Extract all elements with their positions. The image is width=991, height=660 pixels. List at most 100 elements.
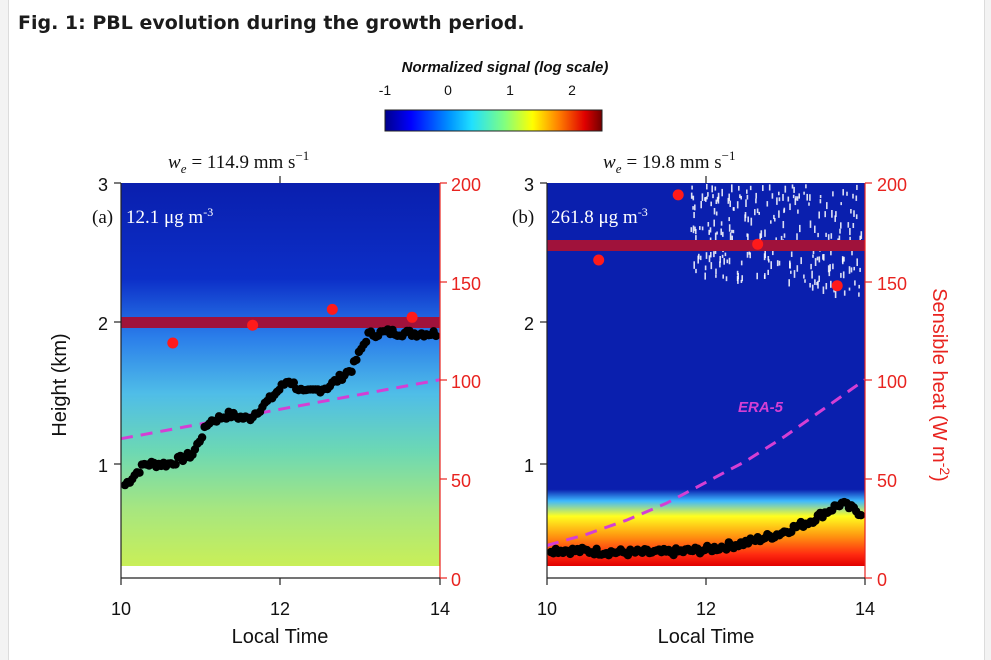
- cloud-speck: [782, 221, 785, 229]
- cloud-speck: [812, 249, 815, 255]
- y2-tick-a: 100: [451, 372, 481, 392]
- x-label-b: Local Time: [658, 626, 755, 648]
- cloud-speck: [701, 226, 704, 231]
- cloud-speck: [849, 228, 851, 236]
- cloud-speck: [698, 253, 700, 260]
- cloud-speck: [695, 235, 697, 242]
- cloud-speck: [716, 231, 718, 235]
- cloud-speck: [840, 222, 842, 229]
- cloud-speck: [811, 270, 813, 279]
- x-label-a: Local Time: [232, 626, 329, 648]
- cloud-speck: [858, 292, 860, 297]
- cloud-speck: [715, 199, 718, 204]
- cloud-speck: [827, 265, 830, 273]
- cloud-speck: [797, 209, 799, 214]
- cloud-speck: [830, 280, 832, 288]
- cloud-speck: [809, 220, 812, 228]
- cloud-speck: [714, 186, 717, 191]
- cloud-speck: [740, 195, 742, 200]
- cloud-speck: [694, 226, 696, 232]
- cloud-speck: [794, 198, 797, 206]
- cloud-speck: [741, 275, 743, 282]
- cloud-speck: [859, 267, 861, 272]
- cloud-speck: [692, 195, 695, 201]
- cloud-speck: [809, 194, 811, 201]
- heatmap-a: [121, 183, 440, 566]
- cloud-speck: [843, 290, 846, 296]
- cloud-speck: [789, 262, 791, 269]
- cloud-speck: [701, 193, 704, 202]
- cloud-speck: [855, 195, 858, 201]
- cloud-speck: [699, 226, 701, 230]
- ticks-a: [114, 176, 441, 585]
- cloud-speck: [720, 221, 723, 226]
- cloud-speck: [691, 185, 693, 190]
- cloud-speck: [842, 271, 845, 279]
- cloud-speck: [711, 185, 713, 193]
- cloud-speck: [831, 210, 833, 218]
- cloud-speck: [818, 211, 820, 219]
- y-tick-b: 2: [524, 314, 534, 334]
- cloud-speck: [764, 229, 766, 237]
- era5-label: ERA-5: [738, 399, 784, 416]
- cloud-speck: [778, 197, 781, 202]
- cloud-speck: [747, 216, 749, 223]
- cloud-speck: [856, 258, 858, 267]
- cloud-speck: [704, 265, 707, 271]
- cloud-speck: [850, 209, 852, 214]
- cloud-speck: [816, 282, 818, 286]
- cloud-speck: [690, 227, 693, 233]
- y-tick-a: 2: [98, 314, 108, 334]
- cloud-speck: [783, 209, 785, 214]
- cloud-speck: [800, 257, 802, 265]
- cloud-speck: [746, 194, 749, 200]
- cloud-speck: [756, 208, 759, 214]
- cloud-speck: [832, 263, 834, 270]
- cloud-speck: [731, 184, 733, 193]
- cloud-speck: [768, 259, 770, 263]
- cloud-speck: [722, 274, 724, 279]
- cloud-speck: [721, 188, 723, 197]
- cloud-speck: [725, 276, 728, 282]
- cloud-speck: [700, 201, 702, 209]
- y2-axis-label: Sensible heat (W m-2): [928, 288, 953, 482]
- cloud-speck: [708, 255, 711, 263]
- colorbar-title: Normalized signal (log scale): [402, 59, 609, 76]
- cloud-speck: [776, 260, 779, 267]
- cloud-speck: [749, 252, 751, 259]
- cloud-speck: [858, 284, 860, 289]
- cloud-speck: [713, 208, 716, 215]
- cloud-speck: [732, 229, 735, 234]
- cloud-speck: [763, 275, 766, 279]
- cloud-speck: [842, 189, 844, 196]
- cloud-speck: [828, 270, 831, 277]
- y2-tick-b: 50: [877, 471, 897, 491]
- cloud-speck: [763, 253, 766, 261]
- cloud-speck: [793, 270, 796, 278]
- cloud-speck: [727, 197, 730, 204]
- panel-label-b: (b): [512, 207, 534, 228]
- cloud-speck: [817, 232, 819, 238]
- cloud-speck: [746, 251, 749, 258]
- cloud-speck: [830, 233, 833, 239]
- cloud-speck: [788, 279, 790, 287]
- sensible-heat-point: [593, 254, 605, 266]
- cloud-speck: [846, 191, 848, 196]
- x-tick-b: 14: [855, 599, 875, 619]
- cloud-speck: [728, 224, 731, 232]
- y-tick-a: 3: [98, 175, 108, 195]
- cloud-speck: [768, 184, 771, 191]
- cloud-speck: [705, 197, 707, 202]
- cloud-speck: [695, 268, 697, 274]
- cloud-speck: [796, 196, 799, 201]
- panel-b: 3 2 1 200 150 100 50 0 10 12 14 Local Ti…: [512, 148, 907, 648]
- x-tick-b: 12: [696, 599, 716, 619]
- cloud-speck: [693, 212, 695, 219]
- cloud-speck: [750, 217, 753, 226]
- cloud-speck: [830, 249, 832, 256]
- cloud-speck: [855, 214, 858, 220]
- cloud-speck: [770, 261, 772, 270]
- y2-tick-a: 50: [451, 471, 471, 491]
- panel-a: 3 2 1 200 150 100 50 0 10 12 14 Local Ti…: [92, 148, 481, 648]
